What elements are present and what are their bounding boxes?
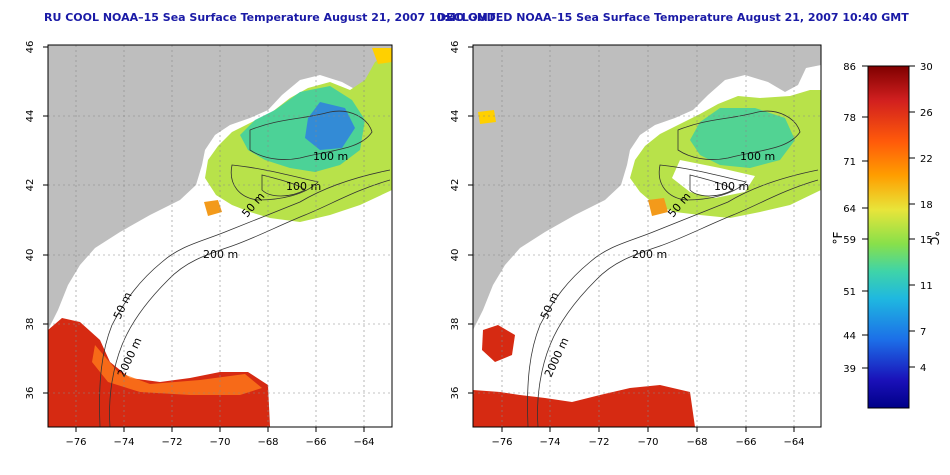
right-frame — [472, 44, 822, 428]
colorbar-c-tick: 11 — [920, 281, 933, 292]
colorbar-f-tick: 64 — [843, 204, 856, 215]
colorbar-f-tick: 44 — [843, 331, 856, 342]
colorbar-c-tick: 4 — [920, 363, 926, 374]
left-x-tick: −70 — [209, 437, 230, 448]
left-y-tick: 40 — [25, 249, 36, 262]
left-y-tick: 38 — [25, 318, 36, 331]
colorbar-c-tick: 30 — [920, 62, 933, 73]
right-x-tick: −68 — [686, 437, 707, 448]
right-label-100m-a: 100 m — [740, 150, 775, 163]
left-sst-warm-patch — [372, 48, 392, 64]
right-x-tick: −74 — [539, 437, 560, 448]
left-sst-warm-edge — [92, 345, 262, 395]
colorbar: 86 78 71 64 59 51 44 39 30 26 22 18 15 1… — [831, 62, 941, 409]
right-y-tick: 36 — [450, 387, 461, 400]
right-y-axis: 46 44 42 40 38 36 — [450, 41, 473, 400]
right-sst-orange-patch — [648, 198, 668, 216]
right-map: 100 m 100 m 50 m 200 m 50 m 2000 m — [473, 45, 821, 427]
colorbar-c-tick: 22 — [920, 154, 933, 165]
left-y-axis: 46 44 42 40 38 36 — [25, 41, 48, 400]
colorbar-c-tick: 7 — [920, 327, 926, 338]
left-sst-orange-patch — [204, 200, 222, 216]
right-sst-warm — [473, 385, 695, 427]
right-sst-yellow-patch — [478, 110, 496, 124]
colorbar-c-tick: 15 — [920, 235, 933, 246]
left-label-100m-b: 100 m — [286, 180, 321, 193]
left-x-tick: −74 — [113, 437, 134, 448]
right-x-tick: −76 — [491, 437, 512, 448]
right-sst-cool — [690, 108, 795, 168]
left-x-tick: −66 — [305, 437, 326, 448]
right-sst-gap — [672, 160, 755, 198]
colorbar-c-tick: 18 — [920, 200, 933, 211]
right-x-axis: −76 −74 −72 −70 −68 −66 −64 — [491, 427, 805, 448]
right-label-100m-b: 100 m — [714, 180, 749, 193]
right-y-tick: 44 — [450, 110, 461, 123]
left-y-tick: 42 — [25, 179, 36, 192]
right-y-tick: 40 — [450, 249, 461, 262]
left-y-tick: 46 — [25, 41, 36, 54]
left-panel-title: RU COOL NOAA–15 Sea Surface Temperature … — [44, 11, 496, 24]
left-y-tick: 44 — [25, 110, 36, 123]
colorbar-f-tick: 71 — [843, 157, 856, 168]
right-x-tick: −66 — [735, 437, 756, 448]
right-x-tick: −70 — [637, 437, 658, 448]
right-x-tick: −64 — [783, 437, 804, 448]
left-sst-warm — [48, 318, 270, 427]
left-x-tick: −64 — [353, 437, 374, 448]
left-x-tick: −76 — [65, 437, 86, 448]
colorbar-f-tick: 51 — [843, 287, 856, 298]
colorbar-f-tick: 39 — [843, 364, 856, 375]
colorbar-c-tick: 26 — [920, 108, 933, 119]
left-grid — [48, 45, 392, 427]
left-map: 100 m 100 m 50 m 200 m 50 m 2000 m — [48, 45, 392, 427]
right-panel-title: DECLOUDED NOAA–15 Sea Surface Temperatur… — [437, 11, 909, 24]
colorbar-gradient — [867, 65, 910, 409]
right-label-200m: 200 m — [632, 248, 667, 261]
colorbar-celsius-label: °C — [927, 231, 941, 245]
left-y-tick: 36 — [25, 387, 36, 400]
left-label-200m: 200 m — [203, 248, 238, 261]
right-y-tick: 42 — [450, 179, 461, 192]
right-grid — [473, 45, 821, 427]
colorbar-f-tick: 86 — [843, 62, 856, 73]
left-x-tick: −72 — [161, 437, 182, 448]
right-sst-warm-small — [482, 325, 515, 362]
left-label-100m-a: 100 m — [313, 150, 348, 163]
left-x-tick: −68 — [257, 437, 278, 448]
right-x-tick: −72 — [588, 437, 609, 448]
colorbar-fahrenheit-label: °F — [831, 231, 845, 244]
colorbar-f-tick: 59 — [843, 235, 856, 246]
left-x-axis: −76 −74 −72 −70 −68 −66 −64 — [65, 427, 375, 448]
left-sst-cold — [305, 102, 355, 150]
right-y-tick: 46 — [450, 41, 461, 54]
colorbar-f-tick: 78 — [843, 113, 856, 124]
right-y-tick: 38 — [450, 318, 461, 331]
right-contours — [527, 110, 819, 427]
